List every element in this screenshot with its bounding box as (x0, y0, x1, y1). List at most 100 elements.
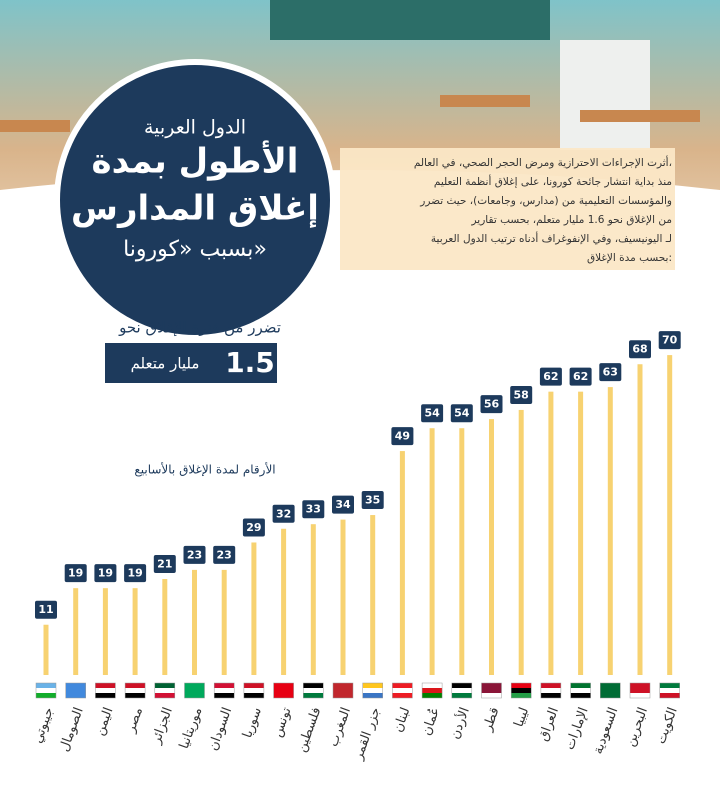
flag-outline (213, 682, 235, 699)
flag-stripe (214, 693, 235, 698)
value-label: 62 (573, 370, 588, 383)
desk (0, 120, 70, 132)
country-label: ليبيا (511, 705, 532, 729)
flag-stripe (303, 683, 324, 688)
flag-outline (481, 682, 502, 699)
flag-outline (184, 682, 205, 699)
flag-outline (332, 682, 354, 699)
flag-stripe (511, 693, 532, 698)
title-line: بسبب «كورونا» (123, 237, 267, 262)
value-label: 49 (395, 430, 410, 443)
flag-stripe (273, 693, 294, 698)
value-label: 63 (603, 366, 618, 379)
learners-unit: مليار متعلم (131, 355, 200, 373)
value-label: 34 (335, 498, 351, 511)
flag-outline (570, 682, 591, 699)
flag-outline (421, 682, 443, 699)
flag-outline (629, 682, 651, 699)
bar (429, 428, 435, 675)
flag-stripe (65, 688, 86, 693)
title-circle (54, 59, 336, 341)
value-label-box (332, 495, 354, 514)
bar (310, 524, 316, 675)
flag-outline (273, 682, 294, 699)
flag-stripe (481, 683, 502, 688)
value-label: 58 (514, 388, 529, 401)
bar (548, 391, 554, 675)
flag-stripe (451, 693, 472, 698)
annotation: الأرقام لمدة الإغلاق بالأسابيع (134, 462, 275, 478)
flag-stripe (243, 693, 264, 698)
flag-stripe (540, 688, 561, 693)
flag-stripe (273, 683, 294, 688)
flag-stripe (362, 688, 383, 693)
value-label-box (213, 545, 236, 564)
flag-stripe (273, 688, 294, 693)
flag-stripe (333, 683, 353, 688)
flag-stripe (570, 683, 591, 688)
flag-stripe (184, 688, 205, 693)
flag-stripe (65, 683, 86, 688)
value-label-box (302, 500, 325, 519)
flag-stripe (36, 683, 56, 688)
value-label-box (361, 491, 384, 510)
flag-stripe (95, 688, 116, 693)
flag-outline (154, 682, 176, 699)
flag-stripe (540, 683, 561, 688)
flag-outline (362, 682, 383, 699)
bar (637, 364, 643, 675)
flag-stripe (65, 693, 86, 698)
flag-stripe (95, 693, 116, 698)
value-label: 19 (127, 567, 142, 580)
flag-stripe (154, 693, 175, 698)
flag-stripe (659, 693, 680, 698)
flag-stripe (481, 693, 502, 698)
value-label: 54 (424, 407, 440, 420)
flag-outline (392, 682, 413, 699)
flag-stripe (184, 683, 205, 688)
flag-stripe (95, 683, 116, 688)
flag-stripe (154, 688, 175, 693)
bar (578, 391, 584, 675)
flag-stripe (481, 688, 502, 693)
flag-stripe (243, 688, 264, 693)
flag-outline (659, 682, 680, 699)
value-label-box (124, 564, 147, 583)
value-label: 56 (484, 398, 500, 411)
value-label: 23 (187, 548, 202, 561)
flag-outline (243, 682, 265, 699)
value-label: 62 (543, 370, 558, 383)
flag-stripe (214, 683, 235, 688)
flag-stripe (659, 683, 680, 688)
value-label-box (599, 363, 622, 382)
bar (73, 588, 79, 675)
flag-outline (540, 682, 562, 699)
flag-stripe (451, 688, 472, 693)
bar (102, 588, 108, 675)
flag-stripe (511, 688, 532, 693)
value-label-box (480, 395, 503, 414)
value-label-box (183, 545, 206, 564)
flag-stripe (511, 683, 532, 688)
learners-number: 1.5 (225, 346, 275, 379)
value-label: 32 (276, 507, 291, 520)
value-label: 19 (68, 567, 83, 580)
value-label-box (539, 367, 562, 386)
flag-outline (600, 682, 621, 699)
flag-stripe (630, 683, 650, 688)
flag-stripe (600, 683, 621, 688)
flag-stripe (451, 683, 472, 688)
value-label: 54 (454, 407, 470, 420)
desk (580, 110, 700, 122)
learners-caption: تضرر من فترة الإغلاق نحو (118, 319, 281, 337)
title-line: الأطول بمدة (92, 140, 299, 182)
value-label: 19 (98, 567, 113, 580)
paragraph: أثرت الإجراءات الاحترازية ومرض الحجر الص… (414, 155, 672, 264)
paragraph-line: بحسب مدة الإغلاق: (587, 252, 672, 264)
bar (221, 569, 227, 675)
flag-outline (65, 682, 86, 699)
flag-stripe (630, 688, 650, 693)
value-label-box (153, 555, 176, 574)
paragraph-box (340, 148, 675, 270)
value-label: 23 (217, 548, 232, 561)
